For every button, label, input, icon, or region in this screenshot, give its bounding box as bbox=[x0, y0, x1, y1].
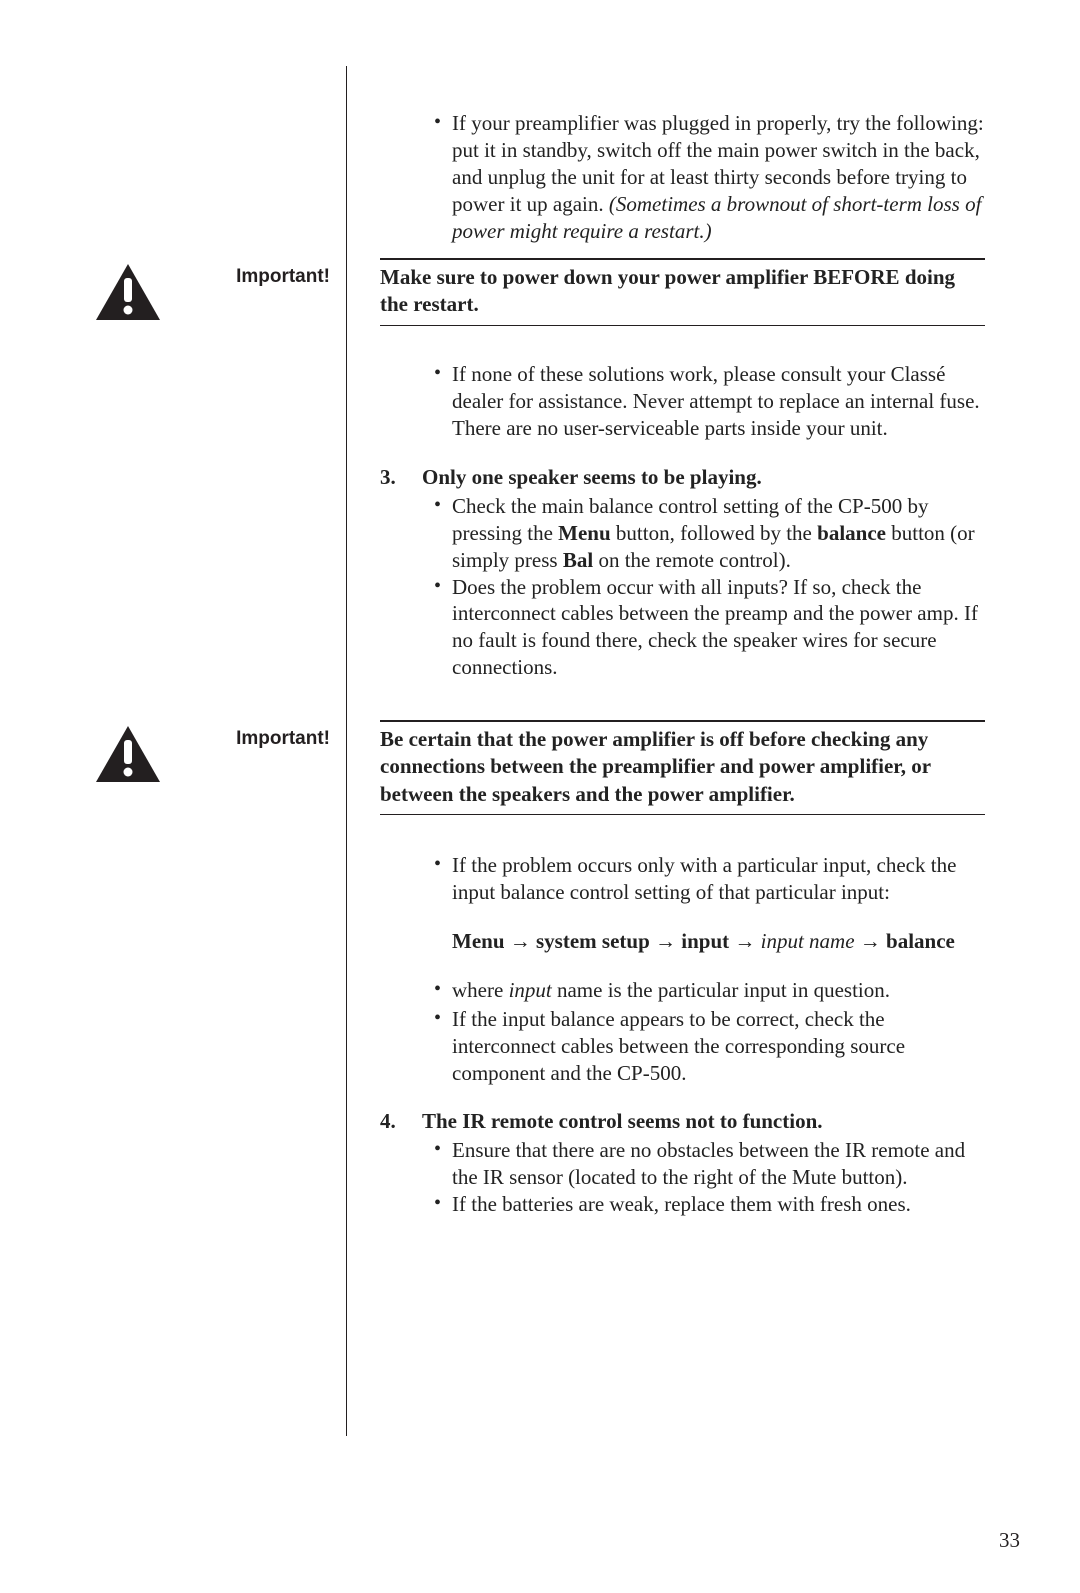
block-3: If the problem occurs only with a partic… bbox=[380, 852, 985, 1087]
where-line: • where input name is the particular inp… bbox=[422, 977, 985, 1004]
label-important-2: Important! bbox=[180, 728, 330, 750]
t: balance bbox=[886, 929, 955, 953]
t: input name bbox=[761, 929, 855, 953]
t: → bbox=[729, 929, 761, 953]
callout-2: Be certain that the power amplifier is o… bbox=[380, 720, 985, 815]
t: system setup bbox=[536, 929, 650, 953]
item-4-number: 4. bbox=[380, 1108, 396, 1135]
item-3: 3. Only one speaker seems to be playing.… bbox=[380, 464, 985, 681]
text: If none of these solutions work, please … bbox=[452, 362, 980, 440]
t: name is the particular input in question… bbox=[552, 978, 890, 1002]
bullet-input-balance-correct: If the input balance appears to be corre… bbox=[422, 1006, 985, 1087]
t: If the batteries are weak, replace them … bbox=[452, 1192, 911, 1216]
warning-icon bbox=[96, 726, 160, 782]
block-2: If none of these solutions work, please … bbox=[380, 361, 985, 442]
t: Menu bbox=[558, 521, 611, 545]
callout-text-2: Be certain that the power amplifier is o… bbox=[380, 722, 985, 814]
t: on the remote control). bbox=[593, 548, 791, 572]
item-4: 4. The IR remote control seems not to fu… bbox=[380, 1108, 985, 1218]
bullet-3b: Does the problem occur with all inputs? … bbox=[422, 574, 985, 682]
block-1: If your preamplifier was plugged in prop… bbox=[380, 110, 985, 244]
item-4-title: The IR remote control seems not to funct… bbox=[422, 1109, 823, 1133]
vertical-rule bbox=[346, 66, 347, 1436]
bullet-preamp-restart: If your preamplifier was plugged in prop… bbox=[422, 110, 985, 244]
t: If the input balance appears to be corre… bbox=[452, 1007, 905, 1085]
t: → bbox=[855, 929, 887, 953]
t: input bbox=[509, 978, 552, 1002]
t: → bbox=[505, 929, 537, 953]
t: → bbox=[650, 929, 682, 953]
item-3-title: Only one speaker seems to be playing. bbox=[422, 465, 762, 489]
t: where bbox=[452, 978, 509, 1002]
bullet-consult-dealer: If none of these solutions work, please … bbox=[422, 361, 985, 442]
page-number: 33 bbox=[999, 1528, 1020, 1553]
bullet-3a: Check the main balance control setting o… bbox=[422, 493, 985, 574]
menu-path: Menu → system setup → input → input name… bbox=[380, 928, 985, 955]
bullet-4b: If the batteries are weak, replace them … bbox=[422, 1191, 985, 1218]
t: Menu bbox=[452, 929, 505, 953]
bullet-4a: Ensure that there are no obstacles betwe… bbox=[422, 1137, 985, 1191]
warning-icon bbox=[96, 264, 160, 320]
t: Ensure that there are no obstacles betwe… bbox=[452, 1138, 965, 1189]
item-3-number: 3. bbox=[380, 464, 396, 491]
rule-thin bbox=[380, 325, 985, 326]
t: input bbox=[681, 929, 729, 953]
label-important-1: Important! bbox=[180, 266, 330, 288]
t: Bal bbox=[563, 548, 593, 572]
t: Does the problem occur with all inputs? … bbox=[452, 575, 978, 680]
t: balance bbox=[817, 521, 886, 545]
t: If the problem occurs only with a partic… bbox=[452, 853, 956, 904]
callout-1: Make sure to power down your power ampli… bbox=[380, 258, 985, 326]
t: button, followed by the bbox=[611, 521, 817, 545]
callout-text-1: Make sure to power down your power ampli… bbox=[380, 260, 985, 325]
bullet-particular-input: If the problem occurs only with a partic… bbox=[422, 852, 985, 906]
page: If your preamplifier was plugged in prop… bbox=[0, 0, 1080, 1593]
rule-thin bbox=[380, 814, 985, 815]
